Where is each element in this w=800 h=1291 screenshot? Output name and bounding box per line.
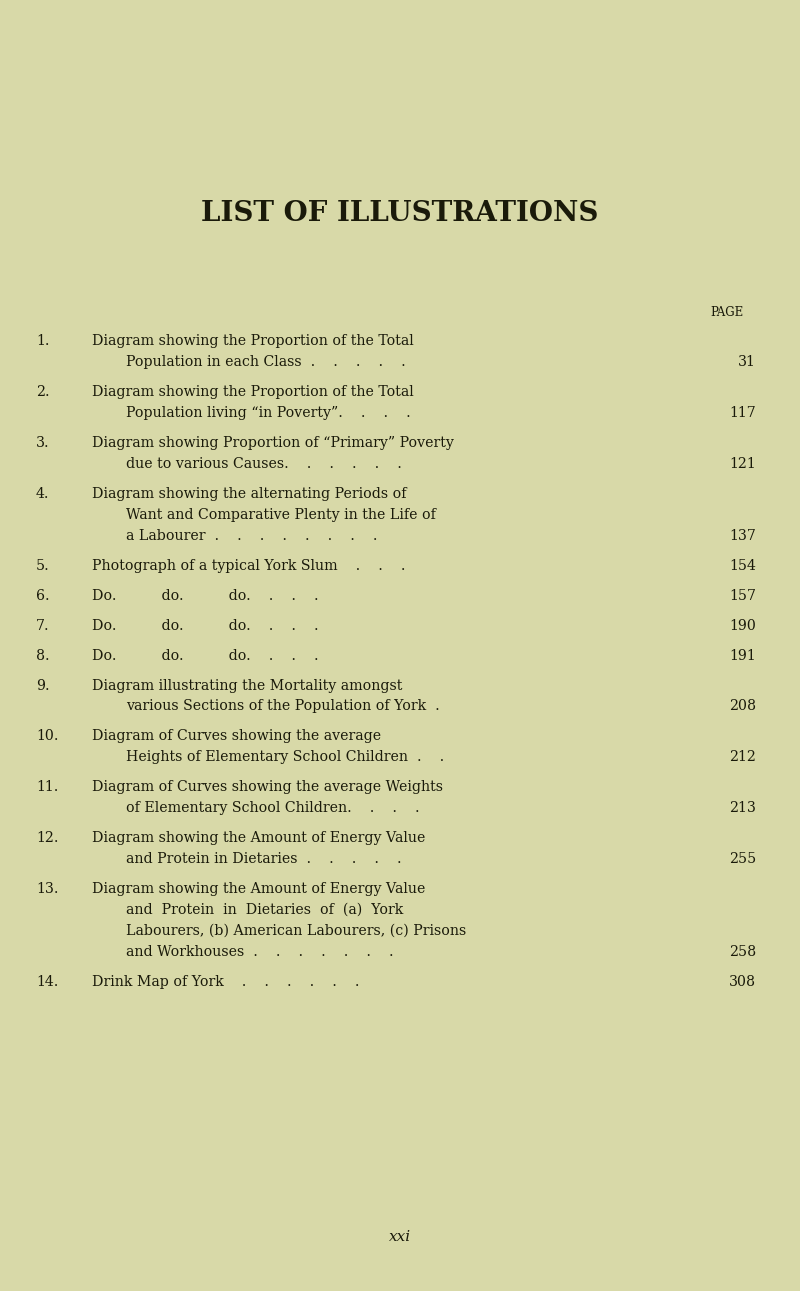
Text: Diagram showing Proportion of “Primary” Poverty: Diagram showing Proportion of “Primary” …	[92, 436, 454, 451]
Text: PAGE: PAGE	[710, 306, 744, 319]
Text: 191: 191	[730, 648, 756, 662]
Text: 11.: 11.	[36, 780, 58, 794]
Text: Diagram showing the Amount of Energy Value: Diagram showing the Amount of Energy Val…	[92, 831, 426, 846]
Text: 208: 208	[729, 700, 756, 714]
Text: 154: 154	[729, 559, 756, 573]
Text: Labourers, (b) American Labourers, (c) Prisons: Labourers, (b) American Labourers, (c) P…	[126, 924, 466, 937]
Text: Heights of Elementary School Children  .    .: Heights of Elementary School Children . …	[126, 750, 445, 764]
Text: 14.: 14.	[36, 975, 58, 989]
Text: 10.: 10.	[36, 729, 58, 744]
Text: 8.: 8.	[36, 648, 50, 662]
Text: 255: 255	[729, 852, 756, 866]
Text: 31: 31	[738, 355, 756, 369]
Text: and Protein in Dietaries  .    .    .    .    .: and Protein in Dietaries . . . . .	[126, 852, 402, 866]
Text: Do.          do.          do.    .    .    .: Do. do. do. . . .	[92, 618, 318, 633]
Text: 5.: 5.	[36, 559, 50, 573]
Text: Do.          do.          do.    .    .    .: Do. do. do. . . .	[92, 589, 318, 603]
Text: of Elementary School Children.    .    .    .: of Elementary School Children. . . .	[126, 802, 420, 815]
Text: Diagram illustrating the Mortality amongst: Diagram illustrating the Mortality among…	[92, 679, 402, 692]
Text: 190: 190	[729, 618, 756, 633]
Text: Want and Comparative Plenty in the Life of: Want and Comparative Plenty in the Life …	[126, 507, 436, 522]
Text: 3.: 3.	[36, 436, 50, 451]
Text: 117: 117	[730, 407, 756, 420]
Text: 6.: 6.	[36, 589, 50, 603]
Text: 2.: 2.	[36, 385, 50, 399]
Text: 121: 121	[730, 457, 756, 471]
Text: 212: 212	[729, 750, 756, 764]
Text: 137: 137	[729, 529, 756, 542]
Text: Diagram of Curves showing the average Weights: Diagram of Curves showing the average We…	[92, 780, 443, 794]
Text: xxi: xxi	[389, 1230, 411, 1243]
Text: Diagram showing the Proportion of the Total: Diagram showing the Proportion of the To…	[92, 385, 414, 399]
Text: Drink Map of York    .    .    .    .    .    .: Drink Map of York . . . . . .	[92, 975, 359, 989]
Text: Diagram showing the alternating Periods of: Diagram showing the alternating Periods …	[92, 487, 406, 501]
Text: Population living “in Poverty”.    .    .    .: Population living “in Poverty”. . . .	[126, 407, 411, 420]
Text: and Workhouses  .    .    .    .    .    .    .: and Workhouses . . . . . . .	[126, 945, 394, 959]
Text: Population in each Class  .    .    .    .    .: Population in each Class . . . . .	[126, 355, 406, 369]
Text: 4.: 4.	[36, 487, 50, 501]
Text: and  Protein  in  Dietaries  of  (a)  York: and Protein in Dietaries of (a) York	[126, 902, 404, 917]
Text: 308: 308	[729, 975, 756, 989]
Text: 258: 258	[729, 945, 756, 959]
Text: 13.: 13.	[36, 882, 58, 896]
Text: various Sections of the Population of York  .: various Sections of the Population of Yo…	[126, 700, 440, 714]
Text: due to various Causes.    .    .    .    .    .: due to various Causes. . . . . .	[126, 457, 402, 471]
Text: Do.          do.          do.    .    .    .: Do. do. do. . . .	[92, 648, 318, 662]
Text: 7.: 7.	[36, 618, 50, 633]
Text: Diagram of Curves showing the average: Diagram of Curves showing the average	[92, 729, 381, 744]
Text: Photograph of a typical York Slum    .    .    .: Photograph of a typical York Slum . . .	[92, 559, 406, 573]
Text: a Labourer  .    .    .    .    .    .    .    .: a Labourer . . . . . . . .	[126, 529, 378, 542]
Text: Diagram showing the Amount of Energy Value: Diagram showing the Amount of Energy Val…	[92, 882, 426, 896]
Text: 157: 157	[729, 589, 756, 603]
Text: 12.: 12.	[36, 831, 58, 846]
Text: 9.: 9.	[36, 679, 50, 692]
Text: 1.: 1.	[36, 334, 50, 349]
Text: Diagram showing the Proportion of the Total: Diagram showing the Proportion of the To…	[92, 334, 414, 349]
Text: 213: 213	[729, 802, 756, 815]
Text: LIST OF ILLUSTRATIONS: LIST OF ILLUSTRATIONS	[202, 200, 598, 226]
